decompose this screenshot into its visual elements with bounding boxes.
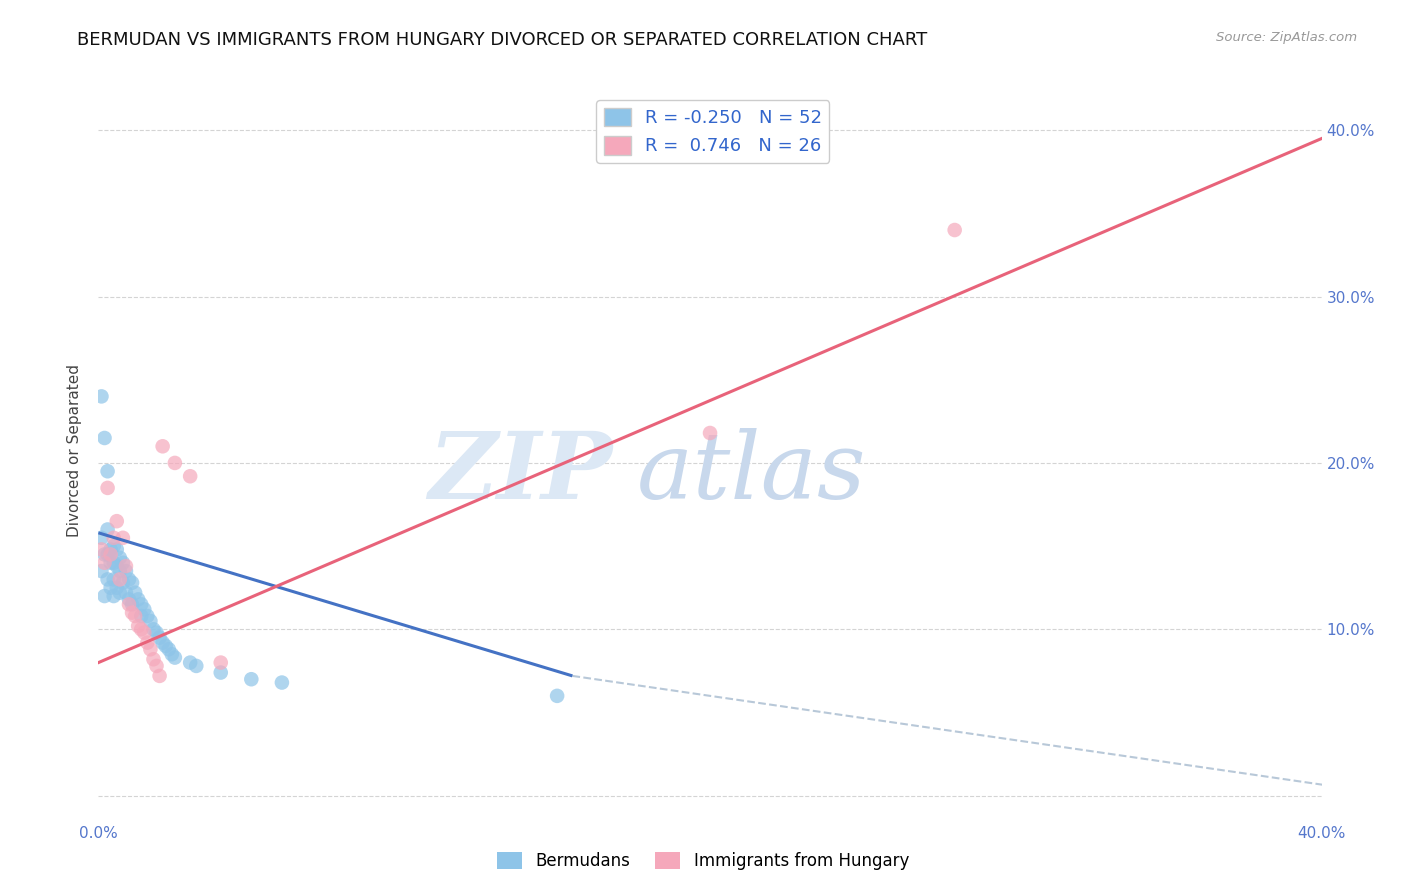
Point (108, 550, 131, 565)
Point (90, 389, 112, 403)
Point (209, 665, 232, 680)
Text: atlas: atlas (637, 427, 866, 517)
Point (103, 531, 125, 545)
Point (111, 575, 134, 590)
Point (142, 652, 165, 666)
Point (179, 656, 201, 670)
Point (105, 559, 128, 574)
Point (127, 619, 149, 633)
Point (97, 523, 120, 537)
Point (111, 556, 134, 570)
Point (152, 635, 174, 649)
Point (97, 573, 120, 587)
Point (149, 631, 172, 645)
Point (546, 689, 568, 703)
Point (93, 556, 115, 570)
Point (699, 425, 721, 440)
Point (209, 656, 232, 670)
Point (155, 639, 177, 653)
Point (163, 456, 186, 470)
Point (943, 223, 966, 237)
Point (121, 606, 143, 620)
Point (97, 464, 120, 478)
Point (134, 602, 156, 616)
Legend: R = -0.250   N = 52, R =  0.746   N = 26: R = -0.250 N = 52, R = 0.746 N = 26 (596, 101, 830, 162)
Point (142, 623, 165, 637)
Point (129, 598, 152, 612)
Point (115, 559, 138, 574)
Point (100, 556, 122, 570)
Point (129, 609, 152, 624)
Point (121, 598, 143, 612)
Point (134, 625, 156, 640)
Point (93, 589, 115, 603)
Point (160, 647, 183, 661)
Point (100, 548, 122, 562)
Point (121, 575, 143, 590)
Point (103, 573, 125, 587)
Point (179, 469, 201, 483)
Point (93, 548, 115, 562)
Point (157, 642, 180, 657)
Point (145, 659, 167, 673)
Point (100, 581, 122, 595)
Point (270, 675, 292, 690)
Legend: Bermudans, Immigrants from Hungary: Bermudans, Immigrants from Hungary (491, 845, 915, 877)
Y-axis label: Divorced or Separated: Divorced or Separated (67, 364, 83, 537)
Point (124, 585, 146, 599)
Point (139, 614, 162, 628)
Point (111, 531, 134, 545)
Point (90, 542, 112, 557)
Text: ZIP: ZIP (427, 427, 612, 517)
Point (127, 592, 149, 607)
Point (105, 514, 128, 528)
Point (108, 564, 131, 578)
Point (97, 548, 120, 562)
Point (108, 573, 131, 587)
Point (136, 635, 159, 649)
Point (90, 564, 112, 578)
Point (93, 431, 115, 445)
Point (118, 592, 141, 607)
Point (105, 542, 128, 557)
Point (115, 585, 138, 599)
Text: BERMUDAN VS IMMIGRANTS FROM HUNGARY DIVORCED OR SEPARATED CORRELATION CHART: BERMUDAN VS IMMIGRANTS FROM HUNGARY DIVO… (77, 31, 928, 49)
Point (105, 581, 128, 595)
Point (103, 556, 125, 570)
Point (136, 609, 159, 624)
Point (115, 564, 138, 578)
Point (163, 650, 186, 665)
Point (240, 672, 263, 686)
Point (103, 589, 125, 603)
Point (186, 659, 208, 673)
Point (90, 531, 112, 545)
Point (152, 439, 174, 453)
Point (118, 573, 141, 587)
Text: Source: ZipAtlas.com: Source: ZipAtlas.com (1216, 31, 1357, 45)
Point (129, 623, 152, 637)
Point (118, 598, 141, 612)
Point (108, 585, 131, 599)
Point (145, 625, 167, 640)
Point (100, 542, 122, 557)
Point (149, 669, 172, 683)
Point (103, 539, 125, 553)
Point (97, 481, 120, 495)
Point (124, 609, 146, 624)
Point (139, 642, 162, 657)
